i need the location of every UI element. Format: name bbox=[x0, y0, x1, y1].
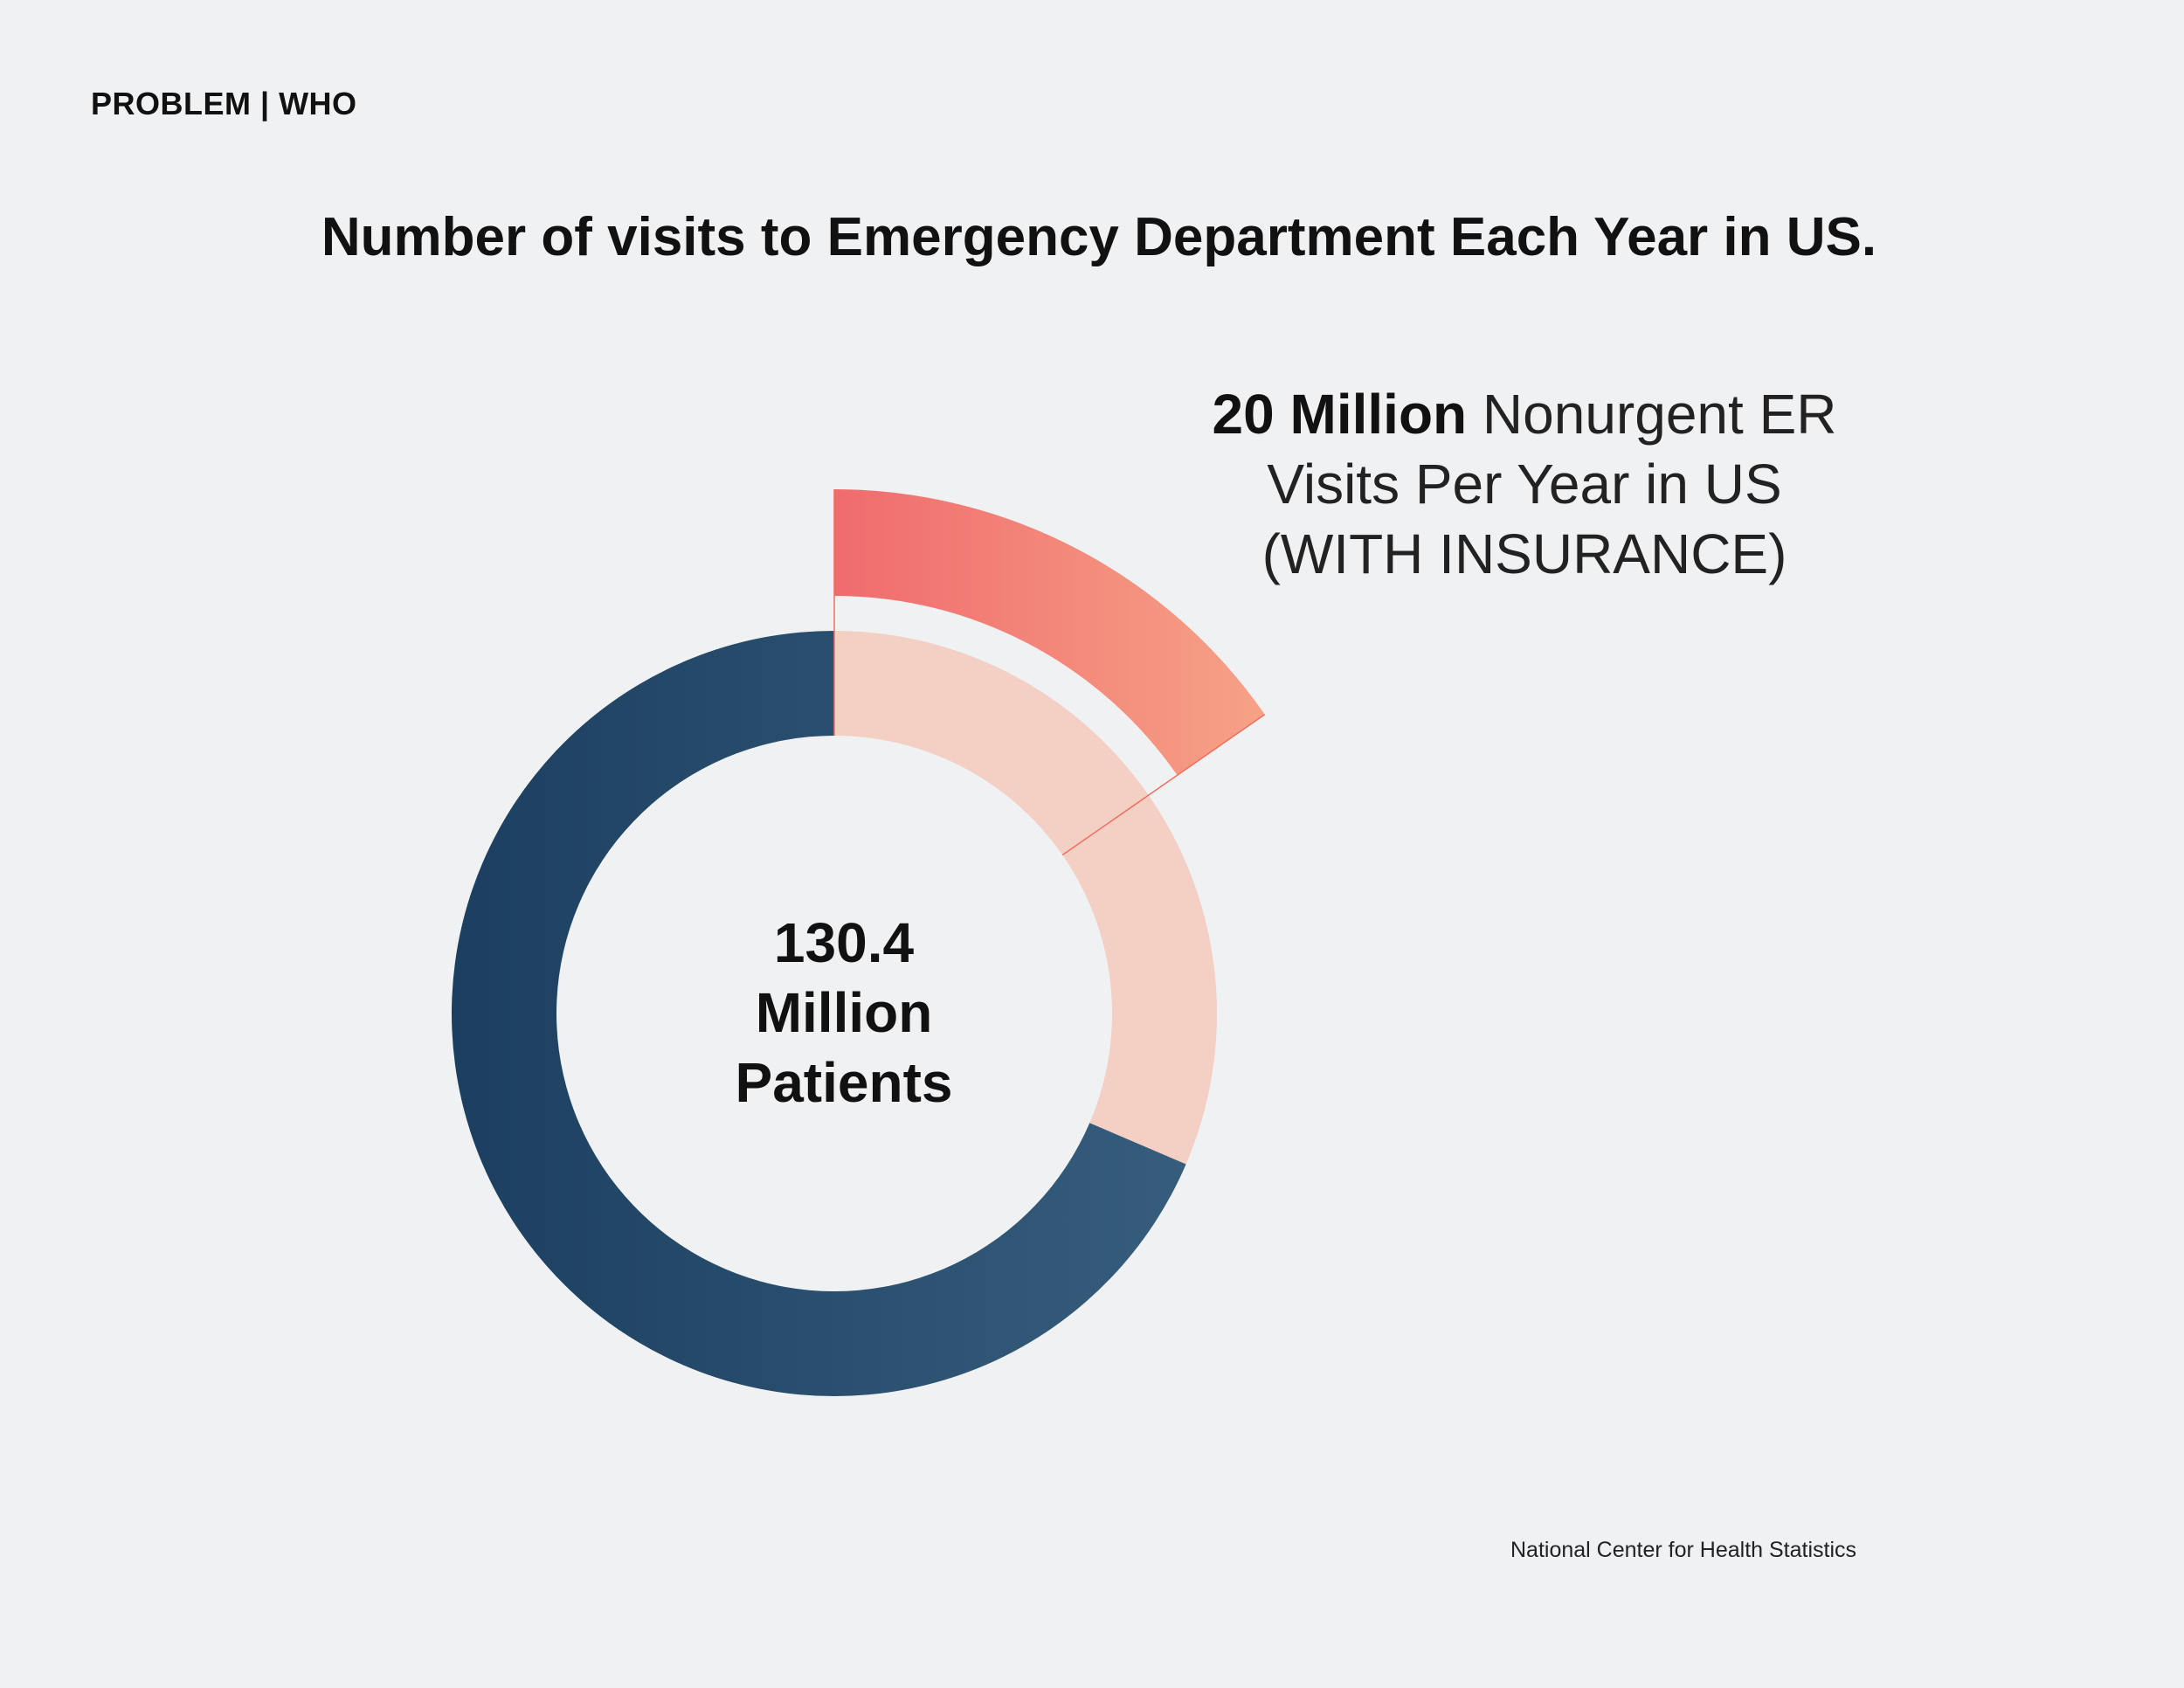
callout-line1: Nonurgent ER bbox=[1482, 383, 1837, 446]
source-citation: National Center for Health Statistics bbox=[1510, 1538, 1857, 1562]
section-label: PROBLEM | WHO bbox=[91, 86, 357, 121]
donut-slice-highlight-exploded bbox=[834, 489, 1265, 776]
center-total-unit: Million bbox=[755, 981, 933, 1044]
center-total-value: 130.4 bbox=[773, 911, 915, 974]
callout-line2: Visits Per Year in US bbox=[1267, 453, 1782, 515]
callout-annotation: 20 Million Nonurgent ER Visits Per Year … bbox=[1175, 379, 1874, 589]
chart-title: Number of visits to Emergency Department… bbox=[321, 207, 1877, 267]
donut-slice-light-base bbox=[834, 631, 1217, 1165]
center-total-text: Patients bbox=[735, 1051, 953, 1114]
donut-slices bbox=[451, 489, 1266, 1396]
connector-line-end bbox=[1061, 714, 1266, 856]
callout-line3: (WITH INSURANCE) bbox=[1261, 522, 1787, 585]
callout-bold: 20 Million bbox=[1212, 383, 1468, 446]
center-total-label: 130.4 Million Patients bbox=[669, 908, 1019, 1117]
